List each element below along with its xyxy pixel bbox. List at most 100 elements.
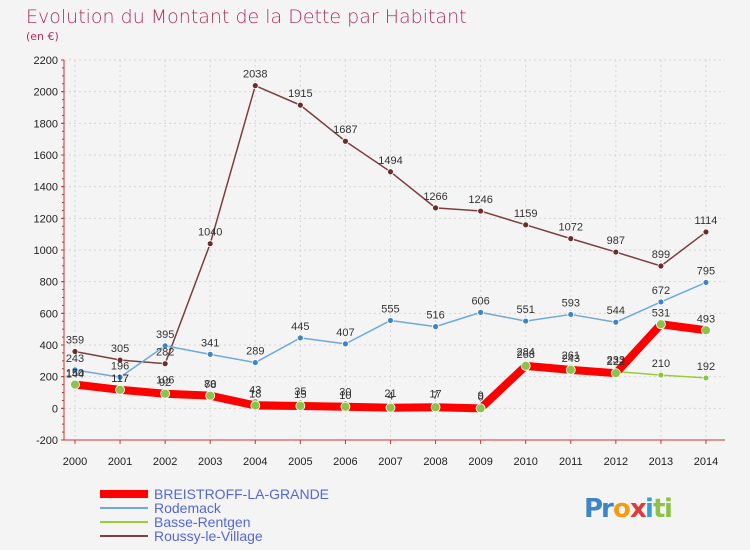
- x-tick-label: 2011: [559, 456, 583, 468]
- x-tick-label: 2007: [378, 456, 402, 468]
- logo-letter: r: [601, 494, 614, 524]
- data-point-breistroff-la-grande: [430, 402, 441, 413]
- data-label-rodemack: 795: [697, 265, 715, 277]
- data-label-roussy-le-village: 1687: [333, 124, 357, 136]
- data-label-basse-rentgen: 210: [652, 358, 670, 370]
- data-point-rodemack: [251, 359, 259, 366]
- data-label-roussy-le-village: 1494: [378, 155, 402, 167]
- data-label-rodemack: 593: [562, 297, 580, 309]
- data-label-roussy-le-village: 1040: [198, 227, 222, 239]
- data-point-roussy-le-village: [657, 262, 665, 270]
- data-label-basse-rentgen: 21: [384, 388, 396, 400]
- data-label-basse-rentgen: 284: [517, 346, 535, 358]
- data-point-breistroff-la-grande: [250, 400, 261, 411]
- chart-title: Evolution du Montant de la Dette par Hab…: [26, 6, 467, 28]
- data-label-basse-rentgen: 192: [697, 361, 715, 373]
- data-label-basse-rentgen: 35: [294, 386, 306, 398]
- data-label-rodemack: 551: [517, 304, 535, 316]
- data-label-basse-rentgen: 30: [339, 387, 351, 399]
- data-point-breistroff-la-grande: [701, 325, 711, 336]
- data-point-breistroff-la-grande: [656, 319, 666, 330]
- data-point-rodemack: [387, 317, 394, 324]
- data-label-roussy-le-village: 2038: [243, 69, 267, 81]
- data-point-roussy-le-village: [702, 228, 710, 236]
- y-tick-label: 1000: [34, 245, 58, 257]
- data-label-roussy-le-village: 1915: [288, 88, 312, 100]
- data-point-roussy-le-village: [342, 137, 349, 145]
- data-label-breistroff-la-grande: 92: [159, 377, 171, 389]
- data-label-basse-rentgen: 106: [156, 375, 174, 387]
- data-label-breistroff-la-grande: 117: [111, 373, 129, 385]
- y-tick-label: 1400: [34, 182, 58, 194]
- data-point-breistroff-la-grande: [385, 402, 396, 413]
- data-point-roussy-le-village: [161, 360, 169, 368]
- legend-label: BREISTROFF-LA-GRANDE: [154, 486, 329, 502]
- data-label-breistroff-la-grande: 7: [432, 390, 438, 402]
- data-point-rodemack: [161, 342, 169, 350]
- data-point-roussy-le-village: [567, 235, 575, 243]
- x-tick-label: 2014: [694, 456, 718, 468]
- chart-subtitle: (en €): [26, 30, 59, 43]
- data-point-roussy-le-village: [116, 356, 124, 364]
- x-tick-label: 2000: [63, 456, 87, 468]
- data-label-roussy-le-village: 359: [66, 334, 84, 346]
- data-point-breistroff-la-grande: [610, 368, 621, 379]
- data-label-rodemack: 606: [471, 295, 489, 307]
- logo-letter: t: [653, 494, 665, 524]
- y-tick-label: 2200: [34, 55, 58, 67]
- y-tick-label: 800: [40, 277, 58, 289]
- data-point-rodemack: [342, 340, 349, 348]
- data-label-basse-rentgen: 117: [111, 373, 129, 385]
- y-tick-label: 600: [40, 308, 58, 320]
- legend-label: Roussy-le-Village: [154, 528, 263, 544]
- x-tick-label: 2001: [108, 456, 132, 468]
- data-label-rodemack: 395: [156, 329, 174, 341]
- data-point-roussy-le-village: [477, 207, 485, 215]
- data-label-roussy-le-village: 282: [156, 347, 174, 359]
- logo-letter: o: [613, 494, 631, 524]
- data-label-basse-rentgen: 43: [249, 385, 261, 397]
- data-label-rodemack: 445: [291, 321, 309, 333]
- data-point-roussy-le-village: [432, 204, 439, 212]
- data-label-breistroff-la-grande: 80: [204, 379, 216, 391]
- data-label-rodemack: 544: [607, 305, 625, 317]
- axes: -200020040060080010001200140016001800200…: [34, 55, 725, 468]
- data-label-roussy-le-village: 1114: [695, 215, 718, 227]
- x-tick-label: 2005: [288, 456, 312, 468]
- data-label-roussy-le-village: 1159: [514, 208, 538, 220]
- logo-letter: i: [664, 494, 673, 524]
- data-point-roussy-le-village: [71, 348, 79, 355]
- data-label-roussy-le-village: 1072: [559, 222, 583, 234]
- x-tick-label: 2002: [153, 456, 177, 468]
- data-label-breistroff-la-grande: 222: [607, 356, 625, 368]
- y-tick-label: 2000: [34, 87, 58, 99]
- data-point-basse-rentgen: [657, 371, 665, 379]
- data-point-breistroff-la-grande: [475, 403, 486, 414]
- data-label-breistroff-la-grande: 18: [249, 388, 261, 400]
- data-point-rodemack: [702, 279, 710, 286]
- data-point-rodemack: [206, 350, 214, 358]
- data-point-rodemack: [432, 323, 439, 331]
- data-point-breistroff-la-grande: [70, 379, 80, 390]
- data-point-roussy-le-village: [522, 221, 530, 229]
- y-tick-label: 1600: [34, 150, 58, 162]
- x-tick-label: 2012: [604, 456, 628, 468]
- data-label-rodemack: 289: [246, 346, 264, 358]
- x-tick-label: 2008: [423, 456, 447, 468]
- data-point-rodemack: [71, 366, 79, 374]
- data-label-basse-rentgen: 261: [562, 350, 580, 362]
- data-label-rodemack: 516: [426, 310, 444, 322]
- data-point-breistroff-la-grande: [565, 364, 576, 375]
- logo-letter: P: [584, 494, 603, 524]
- data-label-breistroff-la-grande: 531: [652, 307, 670, 319]
- data-label-rodemack: 672: [652, 285, 670, 297]
- x-tick-label: 2006: [333, 456, 357, 468]
- data-label-breistroff-la-grande: 0: [478, 391, 484, 403]
- y-tick-label: 1200: [34, 213, 58, 225]
- x-tick-label: 2010: [513, 456, 537, 468]
- data-point-breistroff-la-grande: [340, 401, 351, 412]
- series-group: [70, 82, 711, 414]
- data-label-roussy-le-village: 899: [652, 249, 670, 261]
- data-label-rodemack: 196: [111, 360, 129, 372]
